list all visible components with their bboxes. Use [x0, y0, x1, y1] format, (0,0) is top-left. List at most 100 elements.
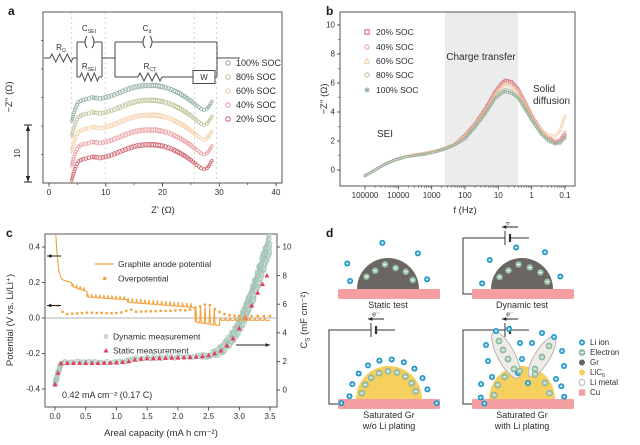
warburg-label: W — [200, 73, 208, 82]
y-left-tick-label: 0.0 — [29, 314, 41, 323]
legend-label: Gr — [590, 358, 599, 367]
li-ion — [558, 383, 565, 390]
arrow-head — [47, 303, 52, 308]
legend-label: Li ion — [590, 338, 609, 347]
electron — [392, 264, 399, 272]
li-ion — [539, 330, 545, 336]
arrow-head — [265, 343, 270, 347]
electron — [516, 367, 523, 375]
legend-marker — [225, 116, 231, 122]
current-density-annotation: 0.42 mA cm⁻² (0.17 C) — [62, 390, 152, 400]
x-tick-label: 0.1 — [559, 191, 571, 200]
li-ion — [400, 359, 407, 366]
li-ion — [414, 250, 421, 257]
static-measurement-series — [52, 272, 270, 387]
circuit-wire: e⁻ — [328, 312, 395, 405]
li-ion — [479, 280, 486, 287]
schematic-caption: Static test — [368, 300, 408, 310]
electron — [367, 374, 375, 382]
li-ion — [338, 400, 345, 407]
panel-a-nyquist-chart: 0 10 20 30 40 Z' (Ω) −Z'' (Ω) 10 W RΩ CSEI RSEI Cd RC… — [4, 11, 283, 216]
arrow-head — [47, 254, 52, 258]
cu-current-collector — [338, 399, 440, 409]
y-tick-label: 4 — [331, 108, 336, 117]
electron — [490, 391, 498, 399]
legend-marker — [363, 57, 371, 64]
legend: 20% SOC 40% SOC 60% SOC 80% SOC 100% SOC — [363, 27, 419, 95]
arrow-head — [368, 317, 373, 321]
r-sei-label: RSEI — [82, 62, 96, 73]
electron — [358, 389, 366, 397]
legend-marker — [225, 74, 231, 80]
soc-series-20-soc — [69, 142, 214, 182]
cu-current-collector — [472, 289, 574, 299]
li-ion — [513, 244, 520, 251]
electron — [412, 388, 419, 395]
li-ion — [419, 375, 426, 382]
charge-transfer-band — [444, 12, 518, 186]
cu-current-collector — [472, 399, 574, 409]
electron — [538, 353, 546, 361]
legend: 100% SOC 80% SOC 60% SOC 40% SOC 20% SOC — [225, 58, 282, 124]
legend-label: Graphite anode potential — [118, 259, 211, 269]
circuit-wire: e⁻ — [462, 222, 529, 295]
li-ion — [481, 400, 488, 407]
legend-marker — [364, 44, 370, 50]
electron — [543, 278, 551, 286]
y-axis-label: −Z'' (Ω) — [4, 81, 15, 112]
capacitor-symbol — [91, 35, 95, 49]
x-tick-label: 2.0 — [172, 412, 184, 421]
electron-flow-label: e⁻ — [372, 312, 380, 319]
panel-label-b: b — [326, 4, 334, 18]
li-ion — [525, 380, 531, 386]
legend-label: 100% SOC — [236, 58, 282, 68]
legend-label: LiC6 — [590, 368, 605, 379]
electron — [501, 373, 509, 381]
y-left-tick-label: 0.4 — [29, 243, 41, 252]
x-tick-label: 0.5 — [80, 412, 92, 421]
x-axis-label: Z' (Ω) — [151, 205, 175, 216]
c-d-label: Cd — [143, 24, 152, 35]
schematic-caption: w/o Li plating — [362, 421, 416, 431]
plot-area — [52, 234, 273, 388]
electron — [409, 276, 417, 284]
electron — [384, 367, 392, 375]
frequency-plot: 0 2 4 6 8 10 100000 10000 1000 100 10 1 0.1 f (Hz) −Z'… — [320, 11, 576, 216]
schematic-caption: with Li plating — [494, 421, 550, 431]
arrow-head — [502, 317, 507, 321]
schematic-caption: Dynamic test — [496, 300, 549, 310]
x-tick-label: 0 — [47, 188, 52, 197]
axes-box — [44, 233, 278, 408]
legend-label: Dynamic measurement — [113, 332, 201, 342]
legend-label: Static measurement — [113, 346, 189, 356]
x-tick-label: 30 — [215, 188, 224, 197]
li-ion — [489, 374, 495, 380]
solid-diffusion-label: Solid — [533, 84, 555, 95]
schematic-static-test: Static test — [338, 239, 440, 310]
y-right-tick-label: 0 — [283, 386, 288, 395]
li-ion — [579, 339, 585, 346]
legend-marker — [364, 72, 370, 78]
capacitor-symbol — [142, 35, 146, 49]
electron — [363, 273, 370, 280]
legend-label: 60% SOC — [236, 86, 277, 96]
legend-label: Electron — [590, 348, 619, 357]
resistor-symbol — [49, 52, 74, 64]
li-ion — [376, 357, 383, 364]
scale-bar: 10 — [13, 124, 32, 183]
resistor-symbol — [79, 71, 100, 83]
li-ion — [485, 358, 491, 364]
legend-marker — [225, 102, 231, 108]
y-left-tick-label: -0.2 — [26, 349, 40, 358]
electron — [499, 346, 507, 354]
li-ion — [346, 393, 353, 400]
electron — [402, 268, 410, 276]
legend-label: 40% SOC — [376, 42, 414, 52]
li-ion — [355, 370, 362, 377]
graphite-particle — [357, 258, 419, 289]
y-right-tick-label: 10 — [283, 243, 292, 252]
legend-label: Overpotential — [118, 274, 169, 284]
cu-current-collector — [338, 289, 440, 299]
